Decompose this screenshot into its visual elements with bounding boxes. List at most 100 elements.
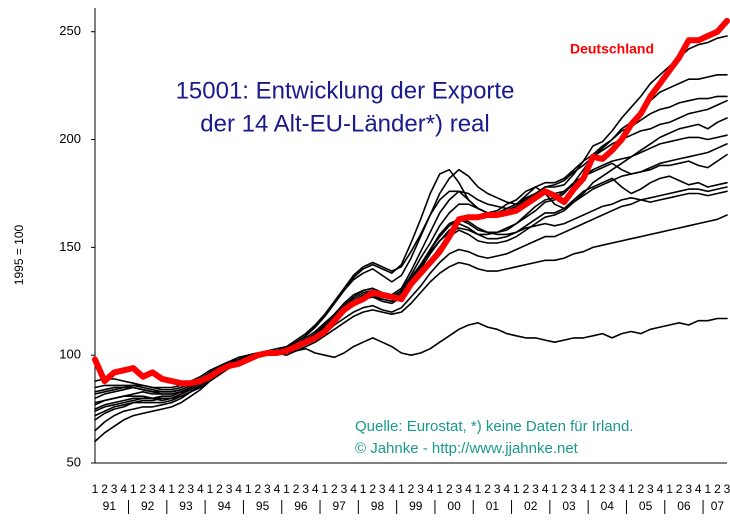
x-tick-label: 3 [609,482,616,496]
x-tick-label: 1 [436,482,443,496]
x-tick-label: 1 [283,482,290,496]
year-label: 91 [103,499,117,513]
x-tick-label: 2 [676,482,683,496]
x-tick-label: 4 [274,482,281,496]
x-tick-label: 2 [408,482,415,496]
copyright-note: © Jahnke - http://www.jjahnke.net [355,440,579,457]
x-tick-label: 1 [168,482,175,496]
year-label: 96 [294,499,308,513]
x-tick-label: 1 [130,482,137,496]
y-tick-label: 50 [67,454,81,469]
x-tick-label: 3 [187,482,194,496]
x-tick-label: 1 [513,482,520,496]
x-tick-label: 3 [417,482,424,496]
x-tick-label: 1 [666,482,673,496]
x-tick-label: 2 [101,482,108,496]
year-label: 97 [333,499,347,513]
x-tick-label: 4 [235,482,242,496]
x-tick-label: 4 [120,482,127,496]
x-tick-label: 1 [321,482,328,496]
x-tick-label: 1 [398,482,405,496]
y-tick-label: 100 [59,347,81,362]
x-tick-label: 2 [369,482,376,496]
y-tick-label: 250 [59,23,81,38]
series-label: Deutschland [570,41,654,57]
x-tick-label: 3 [302,482,309,496]
x-tick-label: 3 [685,482,692,496]
chart-title: 15001: Entwicklung der Exporte [176,77,515,104]
x-tick-label: 3 [570,482,577,496]
year-label: 99 [409,499,423,513]
x-tick-label: 3 [264,482,271,496]
x-tick-label: 1 [705,482,712,496]
x-tick-label: 2 [484,482,491,496]
x-tick-label: 4 [695,482,702,496]
x-tick-label: 4 [350,482,357,496]
x-tick-label: 4 [197,482,204,496]
x-tick-label: 2 [331,482,338,496]
x-tick-label: 4 [618,482,625,496]
x-tick-label: 2 [714,482,721,496]
year-label: 04 [601,499,615,513]
highlight-line [92,17,730,387]
series-line [94,214,728,404]
x-tick-label: 3 [111,482,118,496]
x-tick-label: 4 [427,482,434,496]
year-label: 02 [524,499,538,513]
year-label: 98 [371,499,385,513]
x-tick-label: 2 [178,482,185,496]
x-tick-label: 4 [312,482,319,496]
year-label: 92 [141,499,155,513]
x-tick-label: 2 [561,482,568,496]
year-label: 93 [179,499,193,513]
x-tick-label: 2 [446,482,453,496]
source-note: Quelle: Eurostat, *) keine Daten für Irl… [355,418,633,435]
x-tick-label: 2 [216,482,223,496]
year-label: 01 [486,499,500,513]
x-tick-label: 1 [590,482,597,496]
series-line [94,99,728,412]
x-tick-label: 2 [293,482,300,496]
x-tick-label: 3 [379,482,386,496]
x-tick-label: 4 [542,482,549,496]
x-tick-label: 3 [341,482,348,496]
x-tick-label: 3 [494,482,501,496]
x-tick-label: 3 [532,482,539,496]
year-label: 05 [639,499,653,513]
y-tick-label: 150 [59,239,81,254]
x-tick-label: 3 [149,482,156,496]
x-tick-label: 3 [647,482,654,496]
year-label: 00 [447,499,461,513]
year-label: 06 [677,499,691,513]
x-tick-label: 2 [254,482,261,496]
x-tick-label: 4 [465,482,472,496]
y-axis-label: 1995 = 100 [12,224,26,285]
x-tick-label: 1 [475,482,482,496]
chart-title: der 14 Alt-EU-Länder*) real [200,110,489,137]
x-tick-label: 1 [207,482,214,496]
x-tick-label: 1 [551,482,558,496]
year-label: 07 [711,499,725,513]
series-line [94,186,728,443]
x-tick-label: 3 [456,482,463,496]
x-tick-label: 4 [503,482,510,496]
x-tick-label: 3 [724,482,730,496]
x-tick-label: 2 [637,482,644,496]
x-tick-label: 3 [226,482,233,496]
x-tick-label: 1 [245,482,252,496]
year-label: 95 [256,499,270,513]
year-label: 94 [218,499,232,513]
series-line [94,117,728,406]
x-tick-label: 2 [140,482,147,496]
y-tick-label: 200 [59,131,81,146]
x-tick-label: 2 [523,482,530,496]
x-tick-label: 4 [657,482,664,496]
x-tick-label: 1 [360,482,367,496]
x-tick-label: 1 [628,482,635,496]
year-label: 03 [562,499,576,513]
x-tick-label: 4 [159,482,166,496]
x-tick-label: 4 [389,482,396,496]
x-tick-label: 1 [92,482,99,496]
x-tick-label: 2 [599,482,606,496]
